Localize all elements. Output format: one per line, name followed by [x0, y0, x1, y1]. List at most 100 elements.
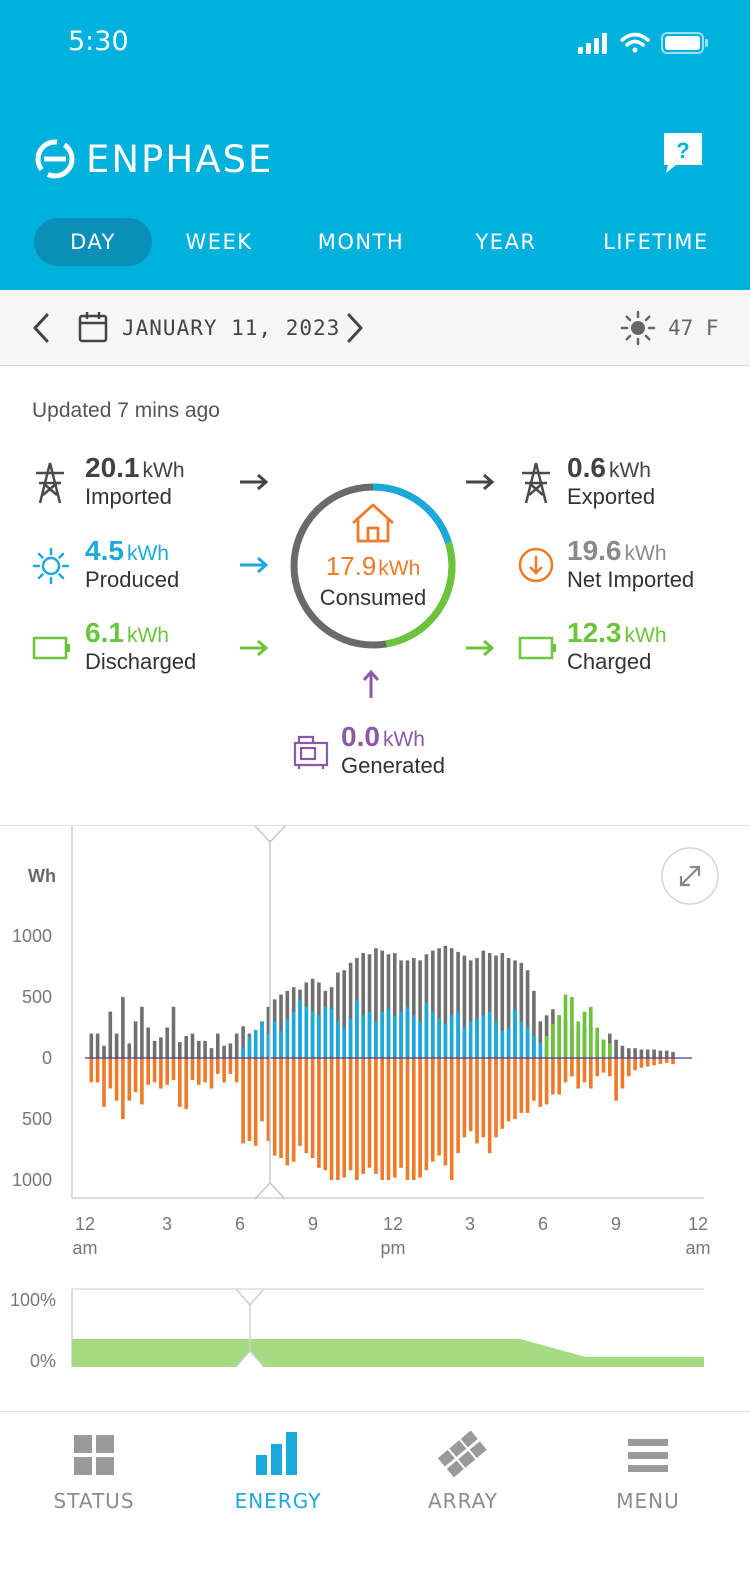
chart-bar-imported — [374, 948, 378, 1058]
chart-bar-imported — [209, 1048, 214, 1058]
x-tick-label: 3 — [161, 1214, 172, 1234]
chart-bar-consumed — [146, 1058, 150, 1085]
chart-bar-produced — [342, 1027, 346, 1058]
expand-chart-button[interactable] — [660, 846, 720, 906]
chart-bar-imported — [89, 1033, 94, 1058]
nav-array[interactable]: ARRAY — [393, 1425, 533, 1525]
chart-bar-consumed — [279, 1058, 283, 1158]
chart-bar-imported — [127, 1043, 132, 1058]
discharged-stat: 6.1 kWh Discharged — [85, 617, 196, 675]
x-tick-label: 3 — [464, 1214, 475, 1234]
chart-bar-imported — [658, 1050, 663, 1058]
chart-bar-imported — [671, 1051, 675, 1058]
chart-bar-consumed — [241, 1058, 245, 1144]
chart-bar-consumed — [589, 1058, 593, 1089]
help-button[interactable]: ? — [662, 131, 704, 175]
tab-day[interactable]: DAY — [34, 218, 152, 266]
wifi-icon — [620, 32, 650, 53]
imported-stat: 20.1 kWh Imported — [85, 452, 185, 510]
chart-bar-produced — [304, 1006, 309, 1058]
generated-value: 0.0 — [341, 721, 380, 752]
chart-bar-consumed — [652, 1058, 656, 1066]
expand-icon — [679, 865, 701, 887]
chart-bar-consumed — [380, 1058, 384, 1180]
chart-bar-imported — [234, 1033, 239, 1058]
chart-bar-consumed — [494, 1058, 498, 1138]
chart-bar-consumed — [551, 1058, 555, 1095]
chart-bar-consumed — [184, 1058, 188, 1110]
chart-bar-consumed — [639, 1058, 644, 1068]
tab-lifetime[interactable]: LIFETIME — [603, 230, 709, 254]
chart-bar-produced — [538, 1043, 543, 1058]
y-tick-label: 0 — [42, 1048, 53, 1068]
chart-bar-consumed — [449, 1058, 454, 1180]
chart-bar-produced — [443, 1023, 448, 1058]
chart-bar-consumed — [481, 1058, 486, 1138]
chart-bar-imported — [437, 948, 441, 1058]
chart-bar-imported — [399, 960, 403, 1058]
chart-bar-consumed — [500, 1058, 505, 1129]
chart-bar-consumed — [633, 1058, 637, 1071]
chart-bar-consumed — [399, 1058, 403, 1168]
chart-bar-imported — [348, 962, 353, 1058]
chart-bar-discharged — [544, 1036, 549, 1058]
consumed-label: Consumed — [319, 585, 427, 610]
chart-bar-consumed — [645, 1058, 650, 1067]
chart-bar-imported — [102, 1045, 106, 1058]
chart-bar-consumed — [418, 1058, 422, 1178]
chart-bar-imported — [121, 997, 125, 1058]
chart-bar-discharged — [589, 1006, 593, 1058]
chart-bar-imported — [538, 1021, 543, 1058]
battery-discharge-icon — [32, 636, 70, 660]
chart-bar-imported — [114, 1033, 119, 1058]
nav-energy[interactable]: ENERGY — [208, 1425, 348, 1525]
chart-bar-imported — [633, 1048, 637, 1058]
battery-soc-chart[interactable] — [0, 1285, 750, 1370]
chart-bar-imported — [241, 1026, 245, 1058]
hamburger-icon — [628, 1439, 668, 1472]
chart-bar-imported — [203, 1040, 207, 1058]
chart-bar-consumed — [506, 1058, 511, 1122]
chevron-right-icon[interactable] — [344, 312, 366, 344]
selected-date[interactable]: JANUARY 11, 2023 — [122, 316, 341, 340]
chart-bar-consumed — [102, 1058, 106, 1107]
y-tick-label: 500 — [22, 987, 53, 1007]
produced-unit: kWh — [126, 542, 169, 565]
exported-value: 0.6 — [567, 452, 606, 483]
tab-week[interactable]: WEEK — [185, 230, 253, 254]
tab-year[interactable]: YEAR — [475, 230, 537, 254]
tab-month[interactable]: MONTH — [317, 230, 405, 254]
nav-menu[interactable]: MENU — [578, 1425, 718, 1525]
chevron-left-icon[interactable] — [30, 312, 52, 344]
chart-bar-imported — [443, 945, 448, 1058]
chart-bar-consumed — [159, 1058, 163, 1089]
chart-bar-imported — [342, 970, 346, 1058]
chart-bar-imported — [639, 1049, 644, 1058]
temperature: 47 F — [668, 316, 719, 340]
net-imported-value: 19.6 — [567, 535, 622, 566]
chart-bar-consumed — [487, 1058, 492, 1154]
chart-bar-consumed — [140, 1058, 144, 1105]
chart-bar-consumed — [285, 1058, 290, 1166]
chart-bar-consumed — [348, 1058, 353, 1171]
chart-bar-consumed — [234, 1058, 239, 1083]
chart-bar-consumed — [197, 1058, 201, 1085]
chart-bar-imported — [645, 1049, 650, 1058]
chart-bar-imported — [133, 1021, 138, 1058]
nav-status[interactable]: STATUS — [24, 1425, 164, 1525]
chart-bar-consumed — [576, 1058, 580, 1089]
chart-bar-produced — [519, 1021, 524, 1058]
nav-menu-label: MENU — [616, 1489, 680, 1513]
grid-tower-icon — [36, 462, 64, 504]
soc-cursor — [235, 1288, 265, 1307]
chart-bar-consumed — [152, 1058, 157, 1083]
discharged-value: 6.1 — [85, 617, 124, 648]
charged-value: 12.3 — [567, 617, 622, 648]
chart-bar-discharged — [576, 1021, 580, 1058]
energy-bar-chart[interactable] — [0, 826, 750, 1200]
chart-bar-produced — [380, 1011, 384, 1058]
net-imported-unit: kWh — [624, 542, 667, 565]
scrubber-cursor[interactable] — [254, 826, 286, 1200]
calendar-icon[interactable] — [78, 311, 108, 343]
y-tick-label: 1000 — [12, 1170, 53, 1190]
